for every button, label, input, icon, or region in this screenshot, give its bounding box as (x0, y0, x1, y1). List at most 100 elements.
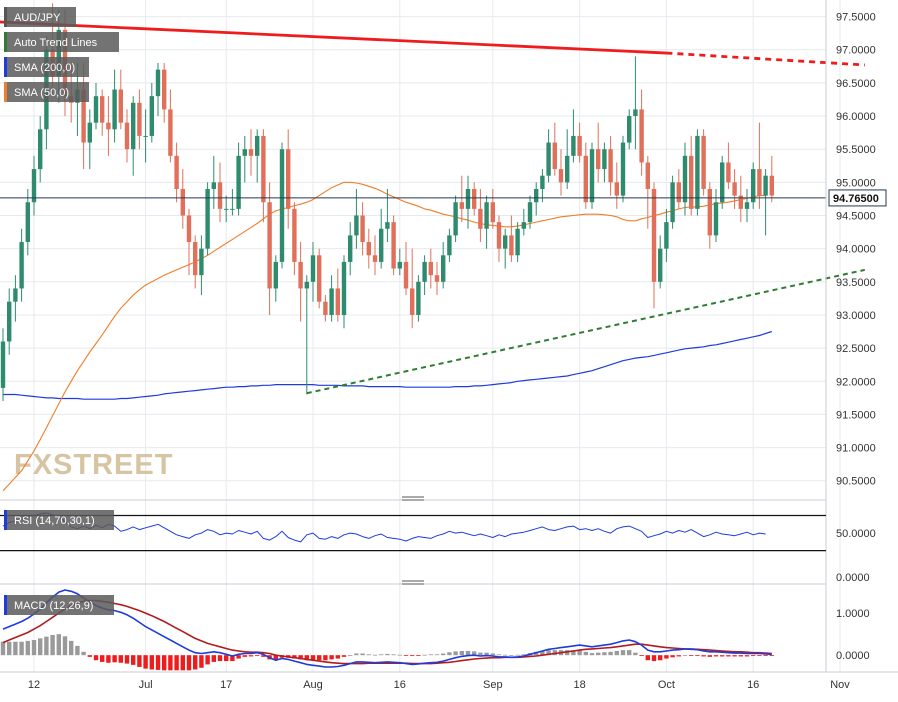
candle[interactable] (279, 142, 285, 269)
candle[interactable] (490, 188, 495, 229)
candle[interactable] (422, 255, 427, 296)
candle[interactable] (366, 228, 371, 269)
candle[interactable] (757, 122, 762, 209)
candle-body[interactable] (707, 188, 712, 236)
candle-body[interactable] (534, 188, 539, 203)
candle-body[interactable] (713, 202, 719, 236)
candle[interactable] (31, 155, 37, 216)
candle-body[interactable] (441, 255, 446, 282)
macd-legend-box[interactable] (4, 595, 114, 615)
candle[interactable] (93, 82, 99, 130)
candle[interactable] (701, 129, 706, 196)
candle[interactable] (496, 215, 502, 262)
candle[interactable] (168, 89, 173, 163)
trend-lines[interactable] (0, 20, 866, 395)
candle[interactable] (707, 182, 712, 249)
candle[interactable] (627, 109, 632, 150)
rsi-legend-box[interactable] (4, 510, 114, 530)
candle-body[interactable] (131, 102, 136, 150)
candle-body[interactable] (651, 188, 657, 282)
candle[interactable] (112, 69, 117, 143)
candle[interactable] (726, 142, 731, 189)
candle[interactable] (397, 248, 402, 276)
candle[interactable] (81, 62, 86, 170)
candle[interactable] (273, 255, 278, 302)
candle-body[interactable] (614, 182, 619, 196)
candle-body[interactable] (273, 261, 278, 289)
candle-body[interactable] (354, 215, 359, 236)
candle[interactable] (472, 182, 477, 216)
candle-body[interactable] (695, 135, 700, 209)
rsi-panel[interactable]: 50.0000 0.0000 (0, 512, 876, 584)
candle-body[interactable] (379, 228, 384, 262)
candle-body[interactable] (180, 188, 185, 216)
candle[interactable] (118, 69, 123, 130)
candle-body[interactable] (422, 261, 427, 282)
candle[interactable] (180, 169, 185, 229)
candle[interactable] (124, 109, 130, 163)
candle-body[interactable] (310, 255, 316, 282)
candle[interactable] (155, 62, 161, 117)
candle-body[interactable] (112, 89, 117, 130)
candle[interactable] (639, 89, 644, 176)
candle[interactable] (329, 275, 334, 322)
candle-body[interactable] (335, 288, 340, 315)
candle-body[interactable] (385, 222, 390, 229)
candle[interactable] (310, 242, 316, 302)
candle[interactable] (143, 109, 148, 163)
candle[interactable] (7, 288, 12, 355)
candle-body[interactable] (434, 275, 440, 282)
candle-body[interactable] (490, 202, 495, 223)
candle[interactable] (676, 169, 681, 209)
candle[interactable] (515, 222, 520, 262)
candle[interactable] (695, 129, 700, 216)
candle-body[interactable] (496, 222, 502, 249)
candle-body[interactable] (341, 261, 347, 315)
legend-item-box[interactable] (4, 57, 89, 77)
candle-body[interactable] (620, 142, 626, 196)
candle-body[interactable] (242, 149, 247, 156)
candle-body[interactable] (763, 175, 768, 196)
candle-body[interactable] (447, 235, 452, 256)
candle-body[interactable] (645, 162, 650, 189)
candle[interactable] (540, 169, 545, 203)
candle[interactable] (224, 195, 229, 223)
candle-body[interactable] (162, 69, 167, 110)
candle-body[interactable] (403, 261, 409, 289)
candle[interactable] (379, 208, 384, 269)
candle-body[interactable] (143, 135, 148, 137)
candle[interactable] (0, 328, 6, 402)
candle[interactable] (87, 109, 92, 170)
candle[interactable] (763, 169, 768, 236)
candle[interactable] (186, 208, 192, 276)
candle-body[interactable] (515, 228, 520, 256)
candle[interactable] (602, 142, 607, 183)
candle[interactable] (360, 202, 365, 256)
candle-body[interactable] (93, 96, 99, 123)
candle[interactable] (335, 268, 340, 322)
candle-body[interactable] (527, 202, 533, 223)
candle-body[interactable] (224, 208, 229, 210)
candle-body[interactable] (329, 288, 334, 315)
candle[interactable] (372, 235, 378, 276)
candle-body[interactable] (577, 135, 582, 156)
candle[interactable] (354, 188, 359, 249)
candle[interactable] (391, 215, 396, 276)
candle-body[interactable] (13, 288, 18, 302)
candle-body[interactable] (100, 96, 105, 123)
candle-body[interactable] (769, 175, 774, 196)
candle[interactable] (527, 195, 533, 229)
candle-body[interactable] (87, 122, 92, 143)
candle[interactable] (769, 155, 774, 203)
candle-body[interactable] (627, 116, 632, 143)
candle-body[interactable] (478, 208, 483, 229)
candle[interactable] (100, 89, 105, 136)
candle-body[interactable] (664, 222, 669, 249)
candle[interactable] (236, 142, 241, 216)
macd-legend[interactable]: MACD (12,26,9) (4, 595, 114, 615)
candle[interactable] (651, 182, 657, 309)
candle[interactable] (682, 142, 688, 216)
candle[interactable] (348, 222, 353, 276)
legend-item[interactable]: AUD/JPY (4, 7, 76, 27)
candle-body[interactable] (366, 242, 371, 256)
